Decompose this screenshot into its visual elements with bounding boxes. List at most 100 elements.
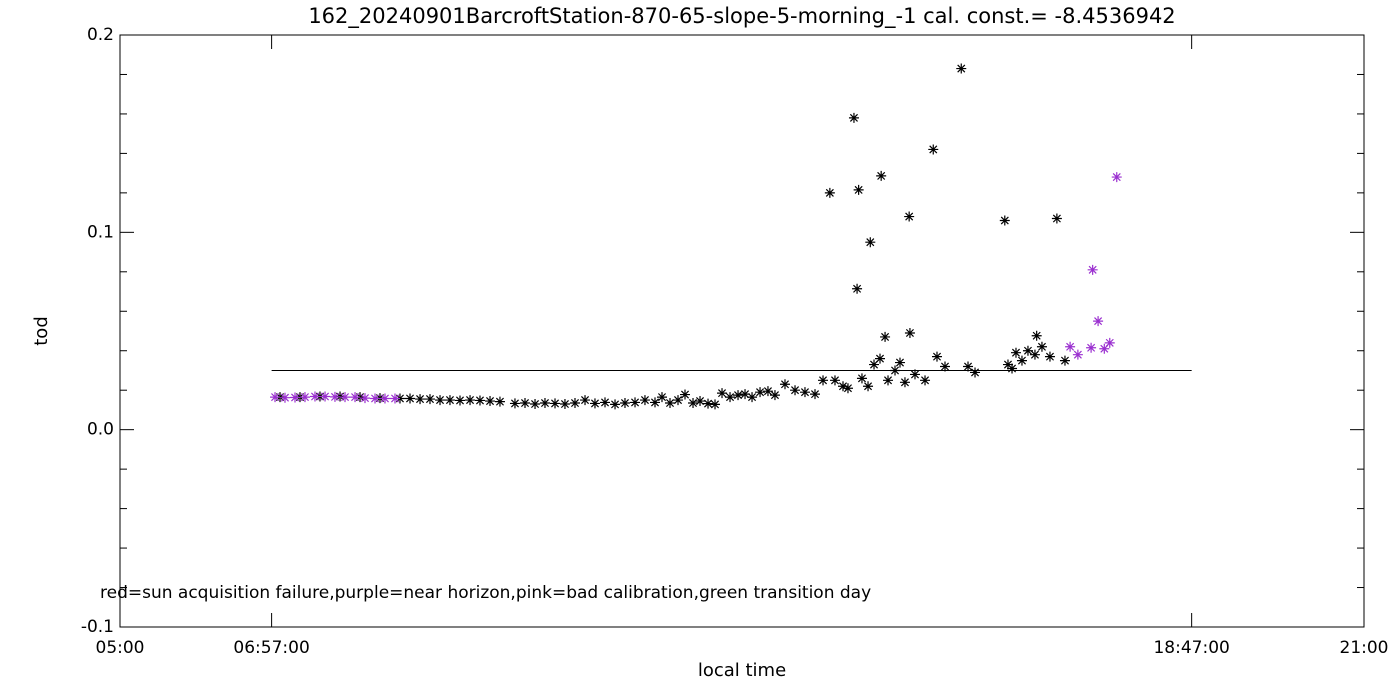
data-point — [600, 397, 611, 408]
data-point — [444, 395, 455, 406]
data-point — [931, 351, 942, 362]
data-point — [665, 398, 676, 409]
data-point — [390, 393, 401, 404]
data-point — [424, 394, 435, 405]
data-point — [733, 390, 744, 401]
data-point — [740, 389, 751, 400]
y-tick-label: 0.1 — [87, 222, 114, 242]
data-point — [1036, 341, 1047, 352]
data-point — [405, 393, 416, 404]
data-point — [619, 398, 630, 409]
data-point — [856, 373, 867, 384]
data-point — [717, 388, 728, 399]
data-point — [309, 391, 320, 402]
data-point — [1104, 337, 1115, 348]
data-point — [494, 396, 505, 407]
data-point — [329, 391, 340, 402]
plot-frame — [119, 34, 1365, 628]
data-point — [769, 390, 780, 401]
data-point — [1007, 363, 1018, 374]
data-point — [370, 393, 381, 404]
data-point — [963, 361, 974, 372]
data-point — [1093, 316, 1104, 327]
data-point — [299, 392, 310, 403]
data-point — [970, 367, 981, 378]
data-point — [869, 359, 880, 370]
data-point — [875, 353, 886, 364]
data-point — [904, 327, 915, 338]
data-point — [474, 395, 485, 406]
data-point — [279, 392, 290, 403]
data-point — [559, 399, 570, 410]
data-point — [865, 237, 876, 248]
x-tick-label: 18:47:00 — [1153, 638, 1229, 658]
data-point — [1016, 355, 1027, 366]
data-point — [799, 387, 810, 398]
data-point — [920, 375, 931, 386]
data-point — [415, 394, 426, 405]
data-point — [530, 399, 541, 410]
data-point — [1111, 172, 1122, 183]
data-point — [580, 395, 591, 406]
data-point — [999, 215, 1010, 226]
data-point — [880, 331, 891, 342]
data-point — [762, 386, 773, 397]
data-point — [1031, 330, 1042, 341]
annotation: red=sun acquisition failure,purple=near … — [100, 583, 871, 603]
data-point — [509, 398, 520, 409]
y-tick-label: 0.2 — [87, 25, 114, 45]
data-point — [1029, 349, 1040, 360]
y-tick-label: 0.0 — [87, 420, 114, 440]
data-point — [899, 377, 910, 388]
data-point — [688, 398, 699, 409]
data-point — [465, 395, 476, 406]
data-point — [710, 399, 721, 410]
data-point — [876, 170, 887, 181]
data-point — [485, 396, 496, 407]
data-point — [1002, 359, 1013, 370]
data-point — [649, 397, 660, 408]
data-point — [779, 379, 790, 390]
data-point — [790, 385, 801, 396]
data-point — [909, 369, 920, 380]
data-point — [747, 392, 758, 403]
x-tick-label: 06:57:00 — [233, 638, 309, 658]
data-point — [940, 361, 951, 372]
data-point — [1010, 347, 1021, 358]
x-tick-label: 05:00 — [96, 638, 145, 658]
data-point — [639, 395, 650, 406]
data-point — [455, 395, 466, 406]
data-point — [904, 211, 915, 222]
data-point — [824, 187, 835, 198]
data-point — [890, 365, 901, 376]
data-point — [837, 381, 848, 392]
data-point — [755, 387, 766, 398]
data-point — [928, 144, 939, 155]
y-axis-label: tod — [31, 316, 52, 346]
data-point — [956, 63, 967, 74]
data-point — [673, 395, 684, 406]
data-point — [1022, 345, 1033, 356]
data-point — [848, 112, 859, 123]
data-point — [1099, 343, 1110, 354]
y-tick-label: -0.1 — [81, 617, 114, 637]
data-point — [853, 184, 864, 195]
data-point — [703, 398, 714, 409]
data-point — [810, 389, 821, 400]
data-point — [1044, 351, 1055, 362]
data-point — [1087, 264, 1098, 275]
data-point — [340, 392, 351, 403]
data-point — [1051, 213, 1062, 224]
data-point — [589, 398, 600, 409]
data-point — [539, 398, 550, 409]
data-point — [1072, 349, 1083, 360]
data-point — [1059, 355, 1070, 366]
data-point — [863, 381, 874, 392]
data-point — [630, 397, 641, 408]
data-point — [894, 357, 905, 368]
data-point — [270, 392, 281, 403]
data-point — [359, 393, 370, 404]
x-tick-label: 21:00 — [1340, 638, 1389, 658]
